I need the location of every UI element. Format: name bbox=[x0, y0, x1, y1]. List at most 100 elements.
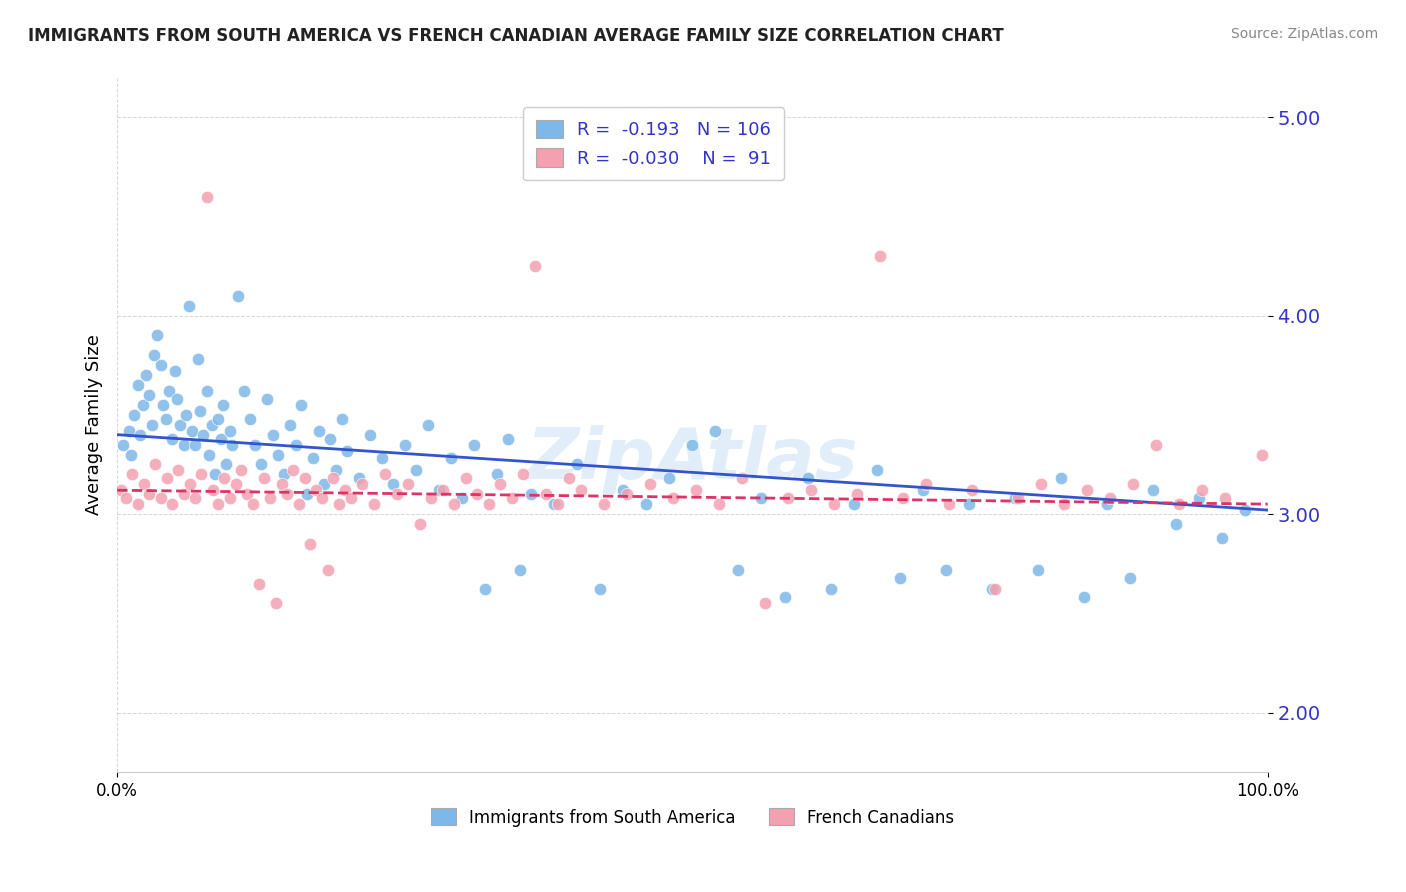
Point bbox=[662, 491, 685, 505]
Point bbox=[129, 427, 152, 442]
Point bbox=[547, 497, 569, 511]
Point bbox=[299, 537, 322, 551]
Point bbox=[558, 471, 581, 485]
Point bbox=[124, 408, 146, 422]
Point bbox=[498, 432, 520, 446]
Y-axis label: Average Family Size: Average Family Size bbox=[86, 334, 103, 516]
Point bbox=[212, 471, 235, 485]
Point bbox=[247, 576, 270, 591]
Point bbox=[823, 497, 845, 511]
Point bbox=[163, 364, 186, 378]
Point bbox=[938, 497, 960, 511]
Point bbox=[1073, 591, 1095, 605]
Point bbox=[314, 477, 336, 491]
Point bbox=[385, 487, 408, 501]
Point bbox=[935, 563, 957, 577]
Point bbox=[382, 477, 405, 491]
Point bbox=[842, 497, 865, 511]
Point bbox=[685, 483, 707, 498]
Point bbox=[911, 483, 934, 498]
Point bbox=[820, 582, 842, 597]
Point bbox=[162, 497, 184, 511]
Point bbox=[751, 491, 773, 505]
Point bbox=[536, 487, 558, 501]
Point bbox=[1233, 503, 1256, 517]
Point bbox=[347, 471, 370, 485]
Point bbox=[212, 398, 235, 412]
Point bbox=[238, 411, 260, 425]
Point bbox=[1142, 483, 1164, 498]
Point bbox=[198, 448, 221, 462]
Point bbox=[120, 448, 142, 462]
Point bbox=[181, 424, 204, 438]
Point bbox=[501, 491, 523, 505]
Point bbox=[1026, 563, 1049, 577]
Point bbox=[704, 424, 727, 438]
Point bbox=[333, 483, 356, 498]
Point bbox=[915, 477, 938, 491]
Point bbox=[301, 451, 323, 466]
Point bbox=[290, 398, 312, 412]
Point bbox=[177, 299, 200, 313]
Point bbox=[236, 487, 259, 501]
Point bbox=[409, 516, 432, 531]
Point bbox=[416, 417, 439, 432]
Text: ZipAtlas: ZipAtlas bbox=[527, 425, 858, 494]
Point bbox=[262, 427, 284, 442]
Point bbox=[195, 384, 218, 398]
Point bbox=[207, 497, 229, 511]
Point bbox=[219, 424, 242, 438]
Point bbox=[155, 411, 177, 425]
Point bbox=[288, 497, 311, 511]
Point bbox=[869, 249, 891, 263]
Point bbox=[283, 463, 305, 477]
Point bbox=[256, 392, 278, 406]
Point bbox=[143, 348, 166, 362]
Point bbox=[1213, 491, 1236, 505]
Point bbox=[443, 497, 465, 511]
Point bbox=[1004, 491, 1026, 505]
Point bbox=[204, 467, 226, 482]
Point bbox=[1144, 437, 1167, 451]
Text: IMMIGRANTS FROM SOUTH AMERICA VS FRENCH CANADIAN AVERAGE FAMILY SIZE CORRELATION: IMMIGRANTS FROM SOUTH AMERICA VS FRENCH … bbox=[28, 27, 1004, 45]
Point bbox=[773, 591, 796, 605]
Point bbox=[179, 477, 201, 491]
Point bbox=[374, 467, 396, 482]
Point bbox=[131, 398, 153, 412]
Point bbox=[638, 477, 661, 491]
Point bbox=[543, 497, 565, 511]
Point bbox=[311, 491, 333, 505]
Text: Source: ZipAtlas.com: Source: ZipAtlas.com bbox=[1230, 27, 1378, 41]
Point bbox=[278, 417, 301, 432]
Point bbox=[276, 487, 298, 501]
Point bbox=[167, 463, 190, 477]
Point bbox=[363, 497, 385, 511]
Point bbox=[156, 471, 179, 485]
Point bbox=[520, 487, 543, 501]
Point bbox=[295, 487, 318, 501]
Point bbox=[394, 437, 416, 451]
Point bbox=[451, 491, 474, 505]
Point bbox=[396, 477, 419, 491]
Point bbox=[1164, 516, 1187, 531]
Point bbox=[796, 471, 818, 485]
Point bbox=[127, 378, 149, 392]
Point bbox=[132, 477, 155, 491]
Point bbox=[245, 437, 267, 451]
Point bbox=[319, 432, 342, 446]
Point bbox=[371, 451, 394, 466]
Point bbox=[592, 497, 614, 511]
Point bbox=[567, 458, 589, 472]
Point bbox=[253, 471, 276, 485]
Point bbox=[636, 497, 658, 511]
Point bbox=[658, 471, 681, 485]
Point bbox=[115, 491, 138, 505]
Point bbox=[612, 483, 634, 498]
Point bbox=[325, 463, 347, 477]
Point bbox=[328, 497, 350, 511]
Point bbox=[110, 483, 132, 498]
Point bbox=[569, 483, 592, 498]
Point bbox=[509, 563, 531, 577]
Point bbox=[1007, 491, 1029, 505]
Point bbox=[865, 463, 887, 477]
